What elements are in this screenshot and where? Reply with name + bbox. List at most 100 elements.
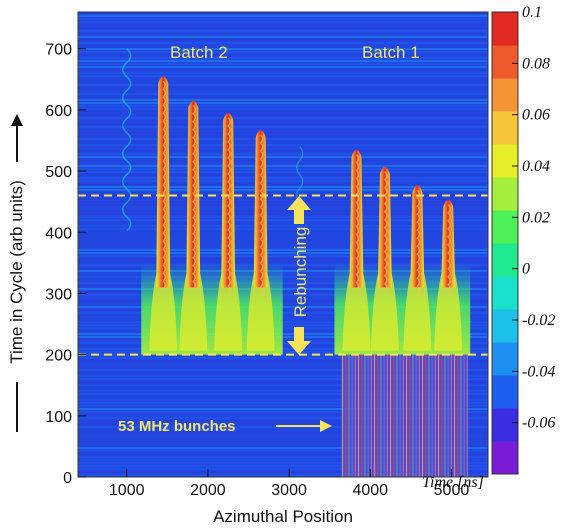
background-stripe [78,276,488,278]
bunch [214,112,243,351]
bunch-core [441,199,456,288]
x-tick-label: 3000 [271,482,307,499]
background-stripe [78,174,488,176]
background-stripe [78,405,488,407]
bunch-base [179,267,208,351]
bunch-line [453,354,456,477]
background-stripe [78,354,488,356]
bunches [149,76,463,351]
bunch-base [246,267,275,351]
colorbar-tick-label: 0 [522,261,530,278]
background-stripe [78,186,488,188]
background-stripe [78,165,488,167]
bunch-line [396,354,398,477]
bunch-line [377,354,379,477]
background-stripe [78,51,488,53]
background-stripe [78,399,488,401]
background-stripe [78,15,488,17]
bunch-line [386,354,388,477]
background-stripe [78,108,488,110]
bunch-line [354,354,356,477]
x-axis-ticks: 1000 2000 3000 4000 5000 [109,469,469,499]
background-stripe [78,255,488,257]
background-stripe [78,75,488,77]
colorbar-segment [492,309,518,343]
background-stripe [78,24,488,26]
bunch-base [342,267,371,351]
colorbar-tick-label: -0.06 [522,415,555,432]
bunch-line [357,354,360,477]
background-stripe [78,96,488,98]
background-stripe [78,21,488,23]
bunch-texture [227,117,231,295]
background-stripe [78,12,488,14]
bunch-base [149,267,178,351]
background-stripe [78,450,488,452]
x-tick-label: 1000 [109,482,145,499]
y-tick-label: 200 [45,348,72,365]
bunch-line [418,354,420,477]
background-stripe [78,63,488,65]
background-stripe [78,309,488,311]
bunch-core [410,185,425,288]
bunch-line [415,354,417,477]
rebunching-arrow-up [287,196,311,224]
background-stripe [78,267,488,269]
colorbar-tick-label: 0.02 [522,209,550,226]
background-stripe [78,105,488,107]
background-stripe [78,39,488,41]
background-stripe [78,93,488,95]
bunch [342,149,371,351]
bunch-line [341,354,344,477]
plot-area [77,11,489,478]
y-tick-label: 500 [45,164,72,181]
background-stripe [78,357,488,359]
background-stripe [78,432,488,434]
colorbar-segment [492,342,518,376]
background-stripe [78,99,488,101]
bunch-line [367,354,369,477]
bunch-line [441,354,443,477]
spiral-trace [121,48,132,232]
bunches-arrow [276,420,332,432]
bunch-line [380,354,382,477]
background-stripe [78,66,488,68]
background-stripe [78,204,488,206]
background-stripe [78,36,488,38]
bunch-texture [192,105,196,291]
bunch [403,185,432,351]
background-stripe [78,69,488,71]
background-stripe [78,153,488,155]
colorbar-tick-label: 0.04 [522,158,550,175]
x-axis-label: Azimuthal Position [213,507,353,526]
colorbar-segment [492,408,518,442]
bunch-line [431,354,433,477]
background-stripe [78,351,488,353]
bunch-line [383,354,385,477]
bunch-texture [383,171,388,293]
colorbar-frame [491,11,519,475]
background-stripe [78,150,488,152]
background-stripe [78,48,488,50]
background-stripe [78,294,488,296]
bunch-line [434,354,436,477]
bunch-line [373,354,376,477]
background-stripe [78,195,488,197]
background-stripe [78,87,488,89]
background-stripe [78,324,488,326]
background-stripe [78,198,488,200]
batch1-label: Batch 1 [362,43,420,62]
colorbar-segment [492,78,518,112]
background-stripe [78,402,488,404]
background-stripe [78,423,488,425]
colorbar-segment [492,111,518,145]
background-stripe [78,471,488,473]
background-stripe [78,54,488,56]
unbunched-bg [341,354,468,477]
background-stripe [78,159,488,161]
background-stripe [78,114,488,116]
colorbar-segment [492,276,518,310]
bunch-line [425,354,427,477]
bunch [370,166,399,351]
